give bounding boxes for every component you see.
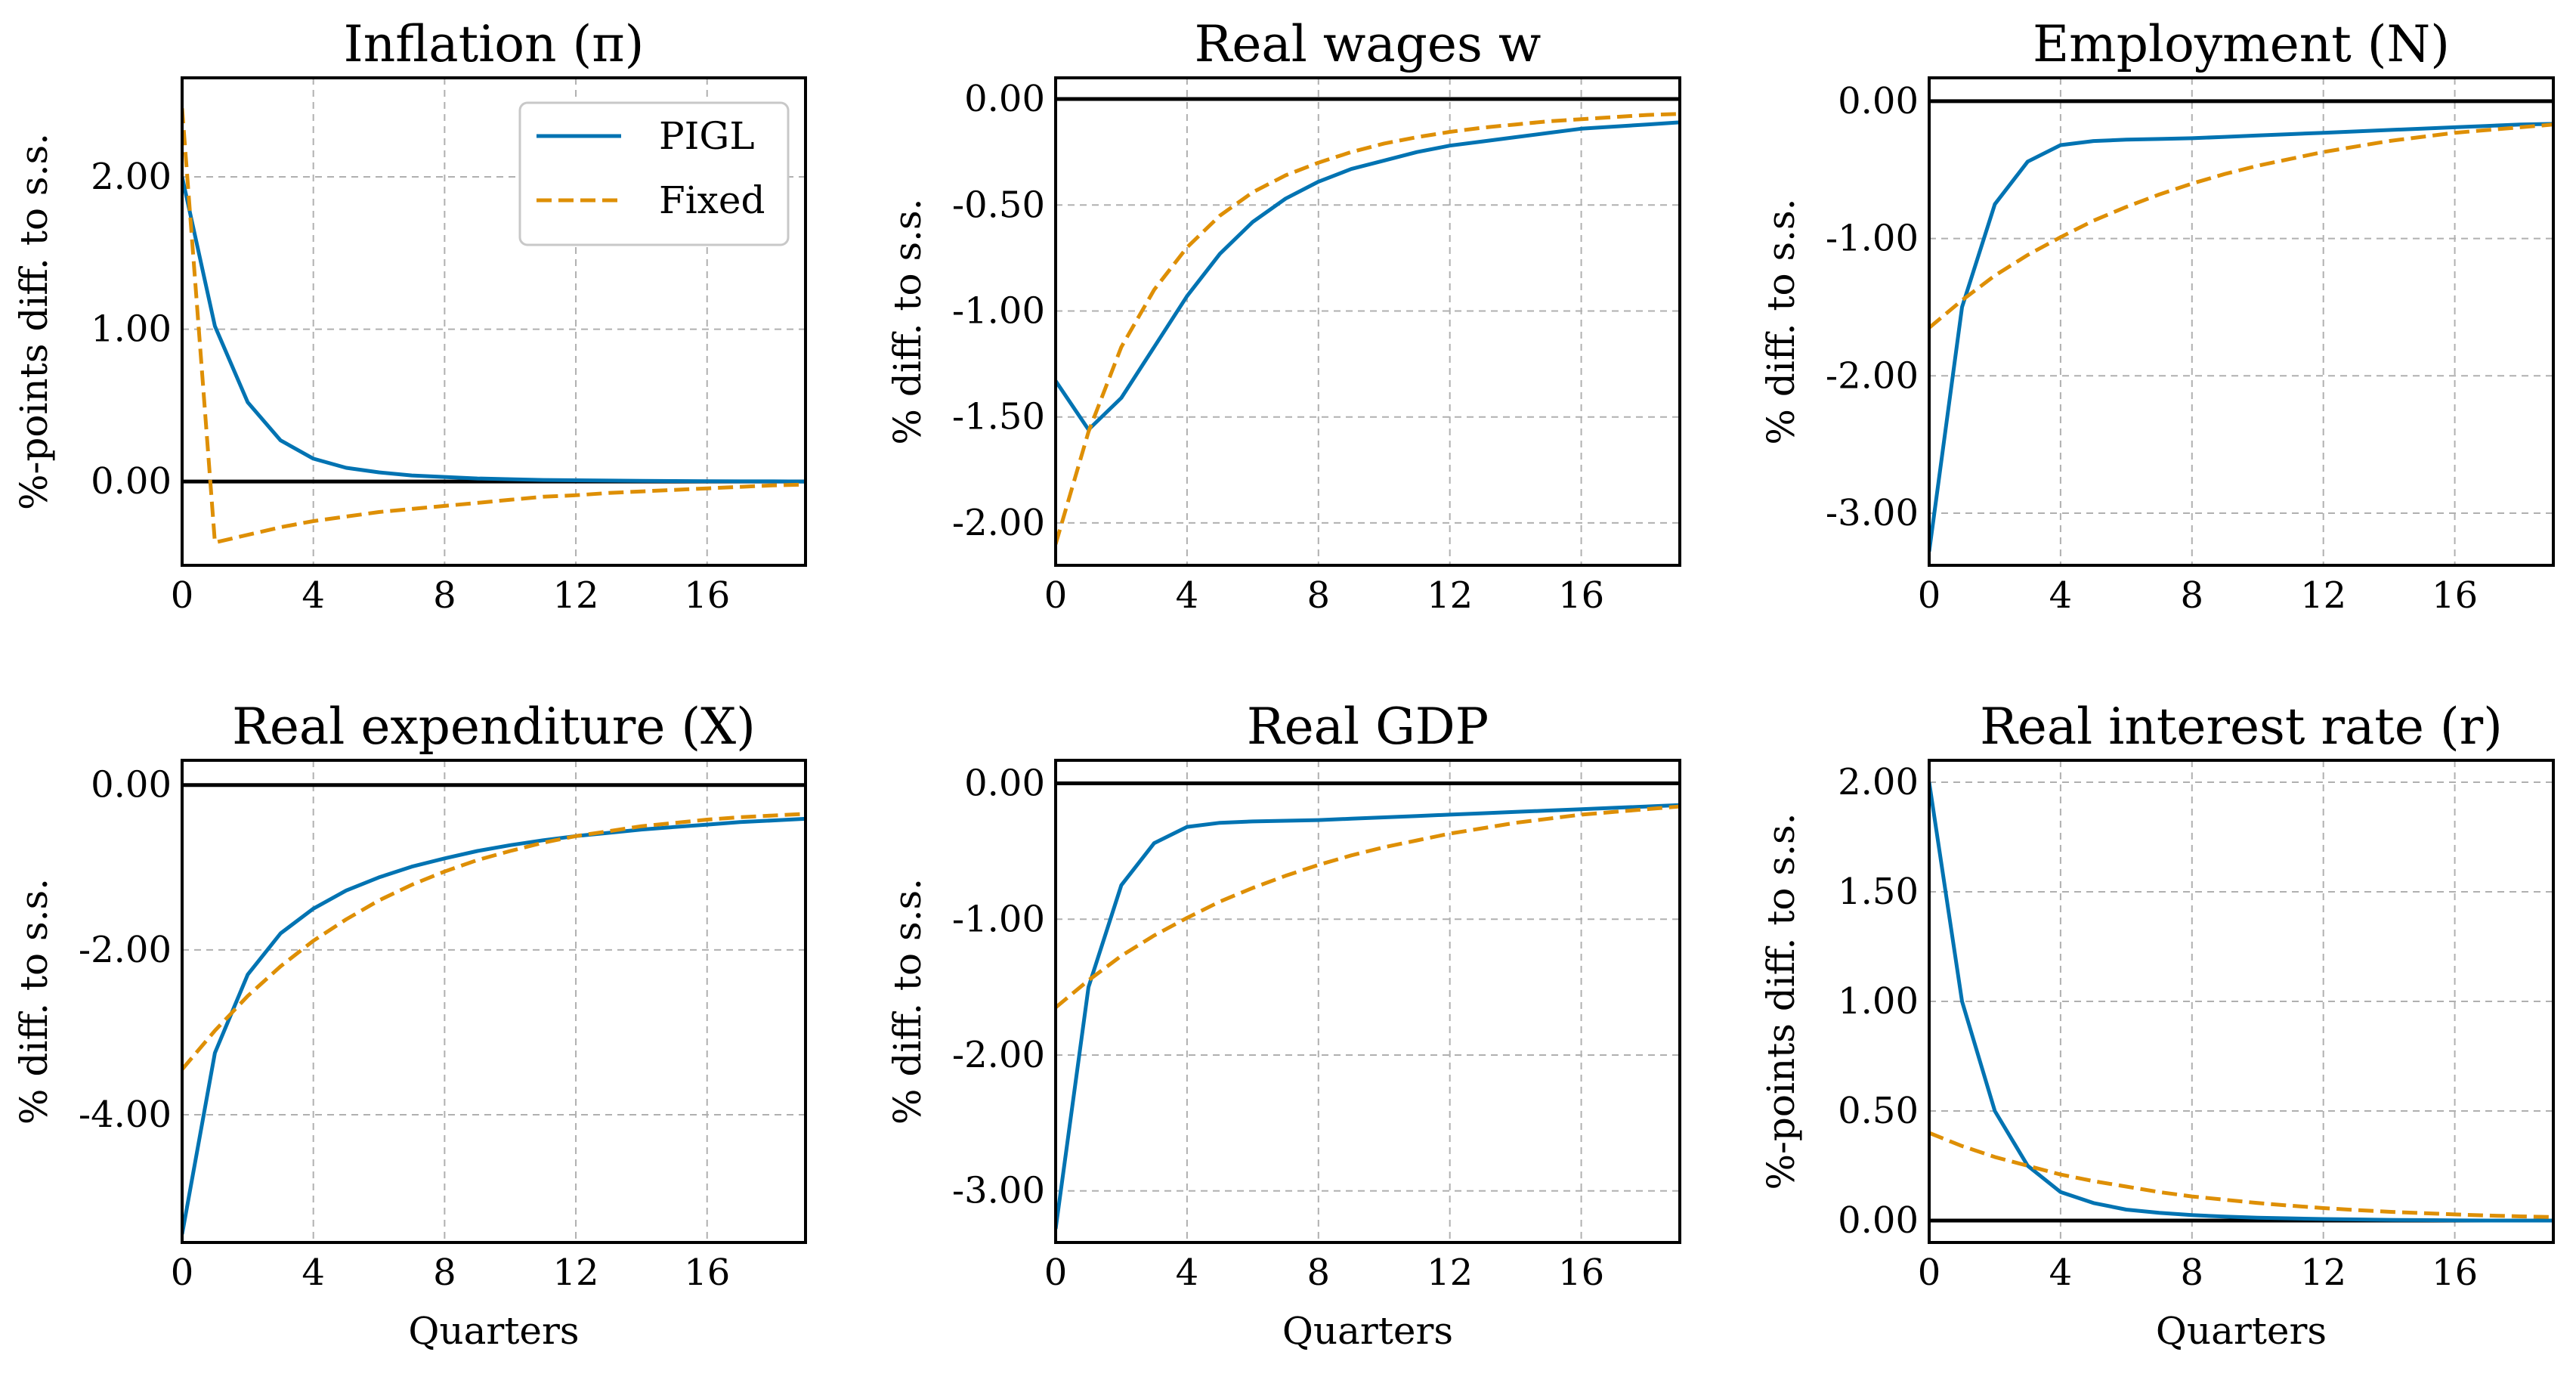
panel-6: 0 4 8 12 16 0.00 0.50 1.00 1.50 2.00 Real interest… <box>1759 698 2555 1353</box>
series-line-pigl <box>1929 781 2553 1223</box>
x-tick-label: 8 <box>1307 1252 1331 1294</box>
panel-title: Real interest rate (r) <box>1980 698 2503 756</box>
y-tick-label: 0.00 <box>964 763 1045 805</box>
x-axis-label: Quarters <box>1282 1309 1453 1353</box>
panel-title: Employment (N) <box>2033 15 2450 73</box>
y-axis-label: %-points diff. to s.s. <box>1759 812 1803 1190</box>
y-tick-label: -0.50 <box>952 184 1045 226</box>
y-tick-label: -3.00 <box>952 1170 1045 1212</box>
y-tick-label: -4.00 <box>79 1094 172 1136</box>
axes-frame <box>181 759 807 1244</box>
x-tick-label: 0 <box>1918 574 1941 617</box>
y-axis-label: % diff. to s.s. <box>12 878 56 1125</box>
series-line-fixed <box>1929 1131 2553 1219</box>
axes-frame <box>1054 759 1681 1244</box>
x-tick-label: 12 <box>2300 574 2346 617</box>
y-tick-label: -1.50 <box>952 396 1045 438</box>
x-tick-label: 8 <box>1307 574 1331 617</box>
x-tick-label: 16 <box>1558 1252 1604 1294</box>
y-tick-label: -2.00 <box>952 502 1045 544</box>
series-line-fixed <box>1929 122 2553 330</box>
y-axis-label: %-points diff. to s.s. <box>12 133 56 510</box>
series-line-fixed <box>182 812 806 1071</box>
legend-label: Fixed <box>659 178 765 222</box>
x-tick-label: 12 <box>553 574 599 617</box>
x-tick-label: 16 <box>2432 1252 2478 1294</box>
y-tick-label: -1.00 <box>1826 218 1919 260</box>
x-tick-label: 4 <box>1176 574 1199 617</box>
y-tick-label: -2.00 <box>79 929 172 971</box>
x-tick-label: 0 <box>1044 1252 1068 1294</box>
y-tick-label: -3.00 <box>1826 492 1919 534</box>
panel-title: Real expenditure (X) <box>232 698 756 756</box>
y-tick-label: -1.00 <box>952 898 1045 940</box>
y-tick-label: -2.00 <box>1826 354 1919 397</box>
x-tick-label: 4 <box>1176 1252 1199 1294</box>
x-tick-label: 12 <box>2300 1252 2346 1294</box>
y-tick-label: 0.50 <box>1838 1090 1919 1132</box>
x-tick-label: 12 <box>553 1252 599 1294</box>
x-tick-label: 16 <box>2432 574 2478 617</box>
panel-title: Real GDP <box>1247 698 1489 756</box>
y-tick-label: 0.00 <box>964 78 1045 120</box>
series-line-fixed <box>182 108 806 545</box>
x-tick-label: 4 <box>302 574 325 617</box>
legend-label: PIGL <box>659 114 755 158</box>
x-axis-label: Quarters <box>2156 1309 2327 1353</box>
series-line-fixed <box>1056 804 1680 1010</box>
x-tick-label: 0 <box>1918 1252 1941 1294</box>
panel-title: Inflation (π) <box>344 15 645 73</box>
y-axis-label: % diff. to s.s. <box>1759 198 1803 444</box>
axes-frame <box>1054 76 1681 567</box>
y-tick-label: 0.00 <box>1838 1199 1919 1242</box>
panel-2: 0 4 8 12 16 0.00 -0.50 -1.00 -1.50 -2.00 Real wage… <box>886 15 1681 617</box>
axes-frame <box>181 76 807 567</box>
legend-box <box>518 101 790 246</box>
series-line-pigl <box>1056 120 1680 432</box>
y-tick-label: 0.00 <box>91 764 172 806</box>
x-tick-label: 8 <box>2181 1252 2204 1294</box>
y-tick-label: 0.00 <box>1838 80 1919 122</box>
series-line-pigl <box>1056 803 1680 1230</box>
y-tick-label: 0.00 <box>91 460 172 503</box>
panel-4: 0 4 8 12 16 0.00 -2.00 -4.00 Real expenditure (X… <box>12 698 807 1353</box>
x-tick-label: 0 <box>1044 574 1068 617</box>
y-axis-label: % diff. to s.s. <box>886 198 929 444</box>
series-line-pigl <box>182 176 806 484</box>
axes-frame <box>1928 759 2555 1244</box>
panel-3: 0 4 8 12 16 0.00 -1.00 -2.00 -3.00 Employment (N)… <box>1759 15 2555 617</box>
x-tick-label: 4 <box>302 1252 325 1294</box>
x-tick-label: 12 <box>1427 1252 1473 1294</box>
axes-frame <box>1928 76 2555 567</box>
x-tick-label: 16 <box>684 574 730 617</box>
x-tick-label: 4 <box>2049 1252 2073 1294</box>
y-tick-label: 1.00 <box>91 308 172 351</box>
legend: PIGL Fixed <box>518 101 790 246</box>
panel-5: 0 4 8 12 16 0.00 -1.00 -2.00 -3.00 Real GDP % diff… <box>886 698 1681 1353</box>
x-tick-label: 0 <box>171 1252 194 1294</box>
panel-1: 0 4 8 12 16 0.00 1.00 2.00 Inflation (π) %-points… <box>12 15 807 617</box>
y-tick-label: -2.00 <box>952 1034 1045 1076</box>
x-tick-label: 8 <box>433 1252 456 1294</box>
x-tick-label: 4 <box>2049 574 2073 617</box>
series-line-pigl <box>1929 122 2553 552</box>
y-tick-label: -1.00 <box>952 289 1045 332</box>
x-tick-label: 16 <box>1558 574 1604 617</box>
y-tick-label: 2.00 <box>1838 761 1919 803</box>
y-tick-label: 1.50 <box>1838 871 1919 913</box>
series-line-fixed <box>1056 112 1680 545</box>
y-tick-label: 2.00 <box>91 156 172 198</box>
x-tick-label: 0 <box>171 574 194 617</box>
x-tick-label: 16 <box>684 1252 730 1294</box>
x-axis-label: Quarters <box>408 1309 579 1353</box>
panel-title: Real wages w <box>1195 15 1542 73</box>
x-tick-label: 8 <box>433 574 456 617</box>
y-tick-label: 1.00 <box>1838 980 1919 1023</box>
y-axis-label: % diff. to s.s. <box>886 878 929 1125</box>
x-tick-label: 12 <box>1427 574 1473 617</box>
x-tick-label: 8 <box>2181 574 2204 617</box>
series-line-pigl <box>182 816 806 1235</box>
